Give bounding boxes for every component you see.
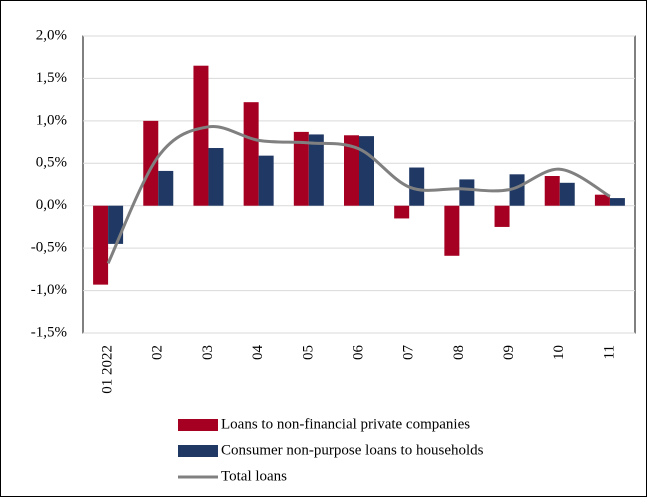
x-tick-label: 10 xyxy=(551,345,567,360)
y-tick-label: 1,5% xyxy=(36,70,67,86)
bar xyxy=(208,148,224,206)
legend-label: Loans to non-financial private companies xyxy=(221,416,470,432)
legend-label: Consumer non-purpose loans to households xyxy=(221,442,484,458)
bar xyxy=(559,182,575,206)
bar xyxy=(243,102,259,206)
x-tick-label: 06 xyxy=(350,345,366,361)
y-tick-label: 0,0% xyxy=(36,197,67,213)
x-tick-label: 01 2022 xyxy=(100,345,116,394)
legend-swatch xyxy=(178,445,218,457)
bar xyxy=(359,136,374,206)
legend-label: Total loans xyxy=(221,468,287,484)
bar xyxy=(344,135,359,206)
bar xyxy=(108,205,124,244)
x-tick-label: 09 xyxy=(501,345,517,360)
x-tick-label: 11 xyxy=(601,345,617,359)
bar xyxy=(308,134,324,206)
line xyxy=(106,125,611,265)
x-tick-label: 03 xyxy=(200,345,216,360)
y-tick-label: 1,0% xyxy=(36,112,67,128)
bar xyxy=(494,205,510,227)
bar xyxy=(293,131,309,206)
bar xyxy=(193,65,209,206)
x-tick-label: 08 xyxy=(451,345,467,360)
y-tick-label: -1,5% xyxy=(31,324,67,340)
x-tick-label: 07 xyxy=(401,345,417,361)
legend-swatch xyxy=(178,419,218,431)
bar xyxy=(93,205,109,285)
x-tick-label: 05 xyxy=(300,345,316,360)
bar xyxy=(143,120,159,206)
y-tick-label: -0,5% xyxy=(31,240,67,256)
x-tick-label: 02 xyxy=(150,345,166,360)
y-tick-label: 2,0% xyxy=(36,27,67,43)
bar xyxy=(258,155,274,206)
x-tick-label: 04 xyxy=(250,345,266,361)
bar xyxy=(409,167,425,206)
bar xyxy=(394,205,410,219)
bar xyxy=(609,198,625,206)
bar xyxy=(158,170,174,206)
bar xyxy=(594,194,610,206)
bar xyxy=(544,176,560,206)
bar xyxy=(509,174,525,206)
bar xyxy=(444,205,460,256)
bar xyxy=(459,179,475,206)
y-tick-label: -1,0% xyxy=(31,282,67,298)
y-tick-label: 0,5% xyxy=(36,155,67,171)
